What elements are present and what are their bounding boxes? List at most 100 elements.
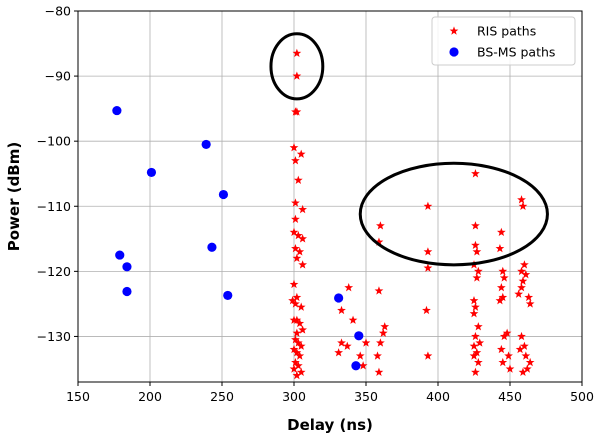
legend: RIS paths BS-MS paths (431, 16, 576, 66)
ris-path-point (518, 201, 528, 210)
ris-path-point (496, 283, 506, 292)
ris-path-point (292, 328, 302, 337)
grid (77, 10, 583, 382)
x-tick-label: 500 (570, 389, 594, 404)
highlight-ellipse (358, 161, 549, 267)
ris-path-point (298, 204, 308, 214)
y-tick-label: −90 (45, 69, 71, 84)
ris-path-point (293, 230, 303, 240)
bs-ms-path-point (334, 293, 344, 303)
ris-path-point (521, 351, 531, 360)
ris-path-point (471, 169, 480, 178)
highlight-ellipse (269, 32, 325, 101)
bs-ms-path-point (122, 286, 132, 297)
ris-path-point (475, 338, 485, 347)
ris-path-point (423, 351, 433, 360)
ris-path-point (291, 243, 300, 253)
x-axis-label: Delay (ns) (287, 416, 373, 434)
x-tick-label: 150 (66, 389, 90, 404)
ris-path-point (514, 289, 524, 298)
ris-path-point (471, 240, 480, 250)
ris-path-point (296, 367, 306, 376)
y-tick-label: −130 (37, 329, 71, 344)
ris-path-point (298, 260, 308, 269)
ris-path-point (498, 266, 508, 276)
x-tick-label: 350 (354, 389, 378, 404)
ris-path-point (288, 296, 297, 305)
ris-path-point (295, 318, 305, 328)
ris-path-point (472, 273, 482, 282)
plot-area (112, 48, 535, 380)
annotation-layer (269, 32, 549, 267)
ris-path-point (292, 370, 302, 380)
ris-path-point (289, 364, 299, 373)
x-tick-label: 300 (282, 389, 306, 404)
ris-path-point (423, 263, 433, 272)
ris-path-point (292, 253, 302, 263)
ris-path-point (337, 305, 346, 315)
ris-path-point (469, 309, 479, 318)
ris-path-point (495, 296, 505, 305)
y-tick-label: −80 (45, 4, 71, 19)
ris-path-point (289, 279, 299, 289)
ris-path-point (291, 198, 300, 207)
y-axis-ticks: −130 −120 −110 −100 −90 −80 (37, 4, 78, 344)
legend-label: RIS paths (477, 24, 536, 39)
ris-path-point (292, 48, 302, 58)
ris-path-point (292, 292, 302, 302)
ris-path-point (517, 195, 526, 204)
ris-path-point (291, 214, 300, 223)
ris-path-point (472, 348, 482, 357)
ris-path-point (380, 322, 390, 331)
ris-path-point (292, 315, 302, 324)
bs-ms-path-point (122, 262, 132, 272)
series-ris-paths (288, 48, 535, 380)
ris-path-point (292, 348, 302, 357)
ris-path-point (473, 322, 483, 331)
bs-ms-path-point (223, 290, 233, 301)
y-tick-label: −120 (37, 264, 71, 279)
ris-path-point (469, 341, 479, 350)
ris-path-point (376, 221, 385, 230)
ris-path-point (496, 344, 506, 354)
plot-frame (77, 10, 583, 383)
x-tick-label: 250 (210, 389, 234, 404)
ris-path-point (498, 292, 508, 302)
legend-star-marker (449, 26, 459, 35)
ris-path-point (361, 338, 371, 347)
ris-path-point (378, 328, 388, 337)
ris-path-point (298, 325, 308, 334)
ris-path-point (423, 201, 433, 210)
ris-path-point (289, 143, 299, 152)
ris-path-point (291, 357, 300, 367)
ris-path-point (293, 361, 303, 370)
ris-path-point (471, 221, 480, 230)
ris-path-point (520, 341, 529, 350)
ris-path-point (504, 351, 513, 360)
ris-path-point (374, 237, 384, 246)
ris-path-point (376, 338, 385, 347)
ris-path-point (498, 357, 508, 367)
ris-path-point (517, 331, 526, 341)
ris-path-point (524, 292, 534, 302)
ris-path-point (471, 302, 480, 311)
bs-ms-path-point (351, 361, 361, 371)
ris-path-point (525, 357, 535, 367)
ris-path-point (291, 299, 300, 308)
ris-path-point (472, 247, 482, 256)
ris-path-point (515, 344, 525, 354)
x-tick-label: 400 (426, 389, 450, 404)
ris-path-point (344, 283, 354, 292)
ris-path-point (289, 227, 299, 237)
ris-path-point (291, 156, 300, 165)
ris-path-point (296, 149, 306, 158)
bs-ms-path-point (146, 167, 157, 178)
ris-path-point (473, 357, 483, 367)
y-axis-label: Power (dBm) (5, 142, 23, 251)
bs-ms-path-point (207, 242, 217, 252)
ris-path-point (374, 286, 384, 295)
ris-path-point (289, 344, 299, 354)
ris-path-point (296, 341, 306, 350)
ris-path-point (295, 351, 305, 360)
